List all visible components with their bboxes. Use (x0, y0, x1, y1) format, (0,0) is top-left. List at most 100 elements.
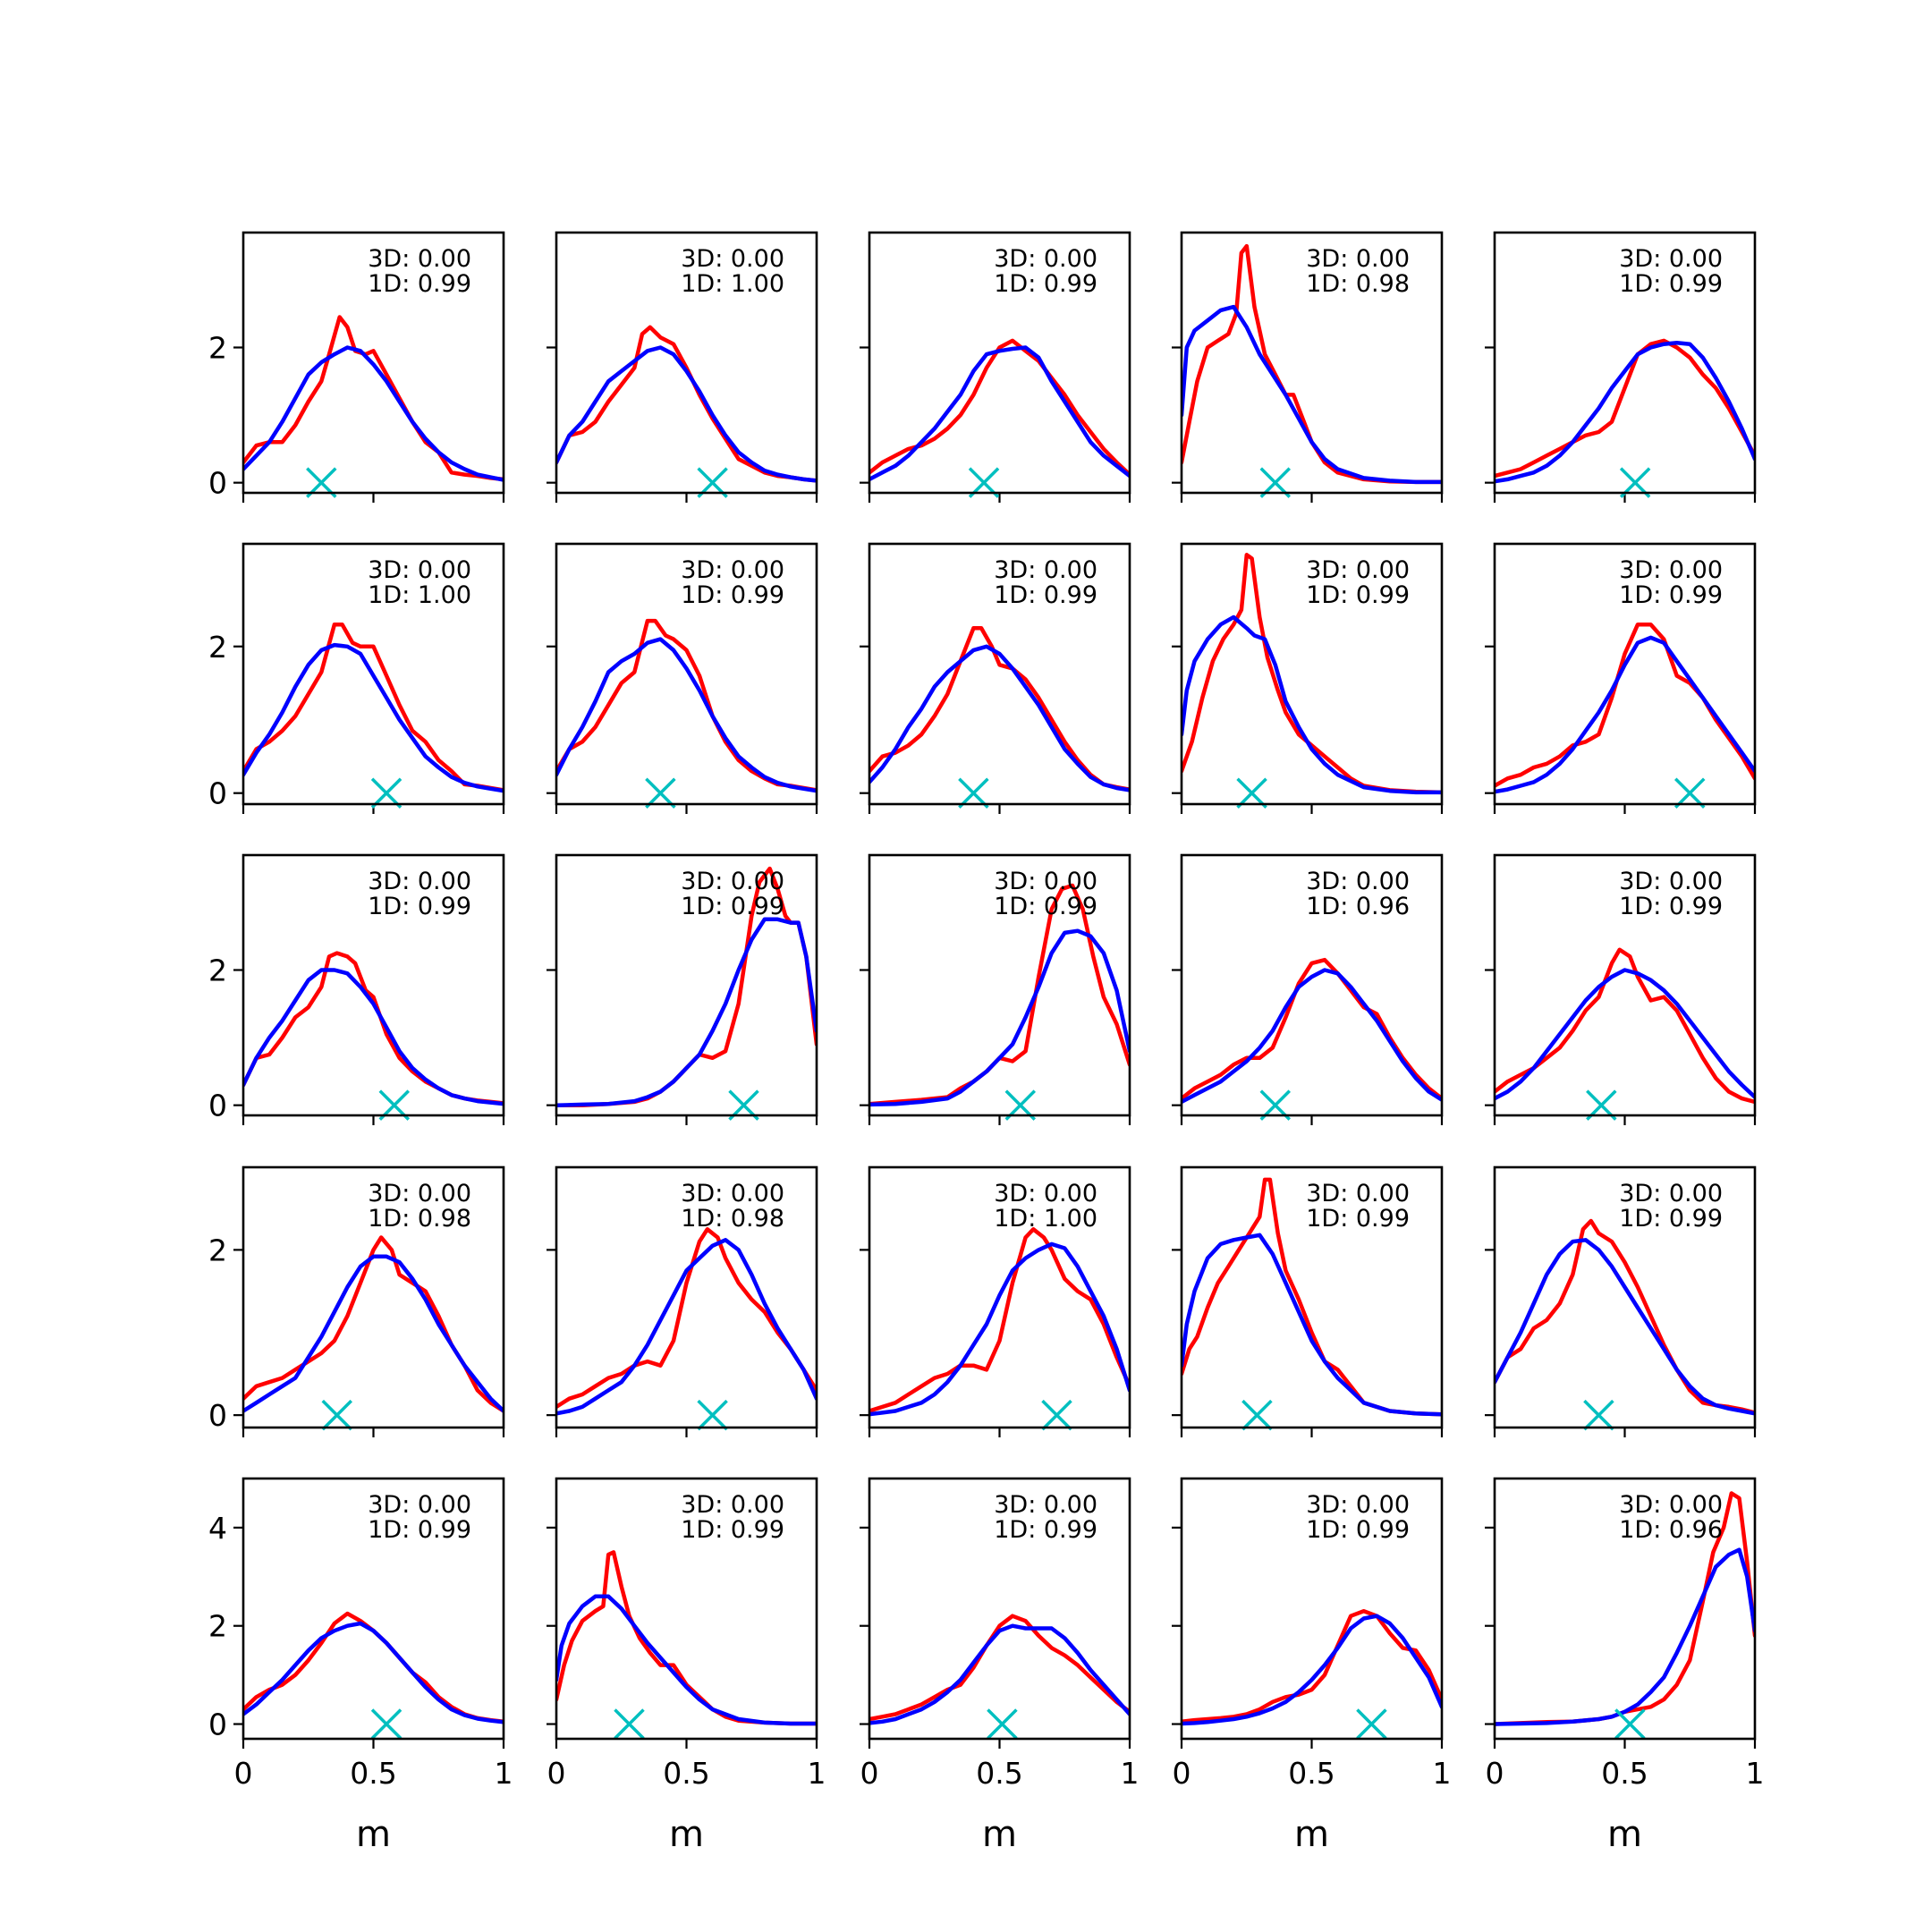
y-tick-label: 4 (208, 1511, 227, 1546)
annotation-text: 3D: 0.00 (994, 1491, 1097, 1519)
axes-frame (868, 231, 1131, 495)
axes-frame (1493, 1477, 1757, 1741)
axes-frame (868, 853, 1131, 1117)
series-line-blue (556, 637, 817, 793)
x-tick-label: 0.5 (350, 1756, 396, 1791)
series-line-blue (869, 345, 1130, 482)
annotation-text: 1D: 0.99 (994, 270, 1097, 298)
axes-frame (242, 231, 505, 495)
annotation-text: 3D: 0.00 (681, 1180, 784, 1208)
marker-x (697, 1399, 728, 1431)
x-axis-label: m (1607, 1814, 1642, 1855)
annotation-text: 1D: 0.99 (1619, 270, 1723, 298)
series-line-blue (1495, 635, 1755, 794)
annotation-text: 3D: 0.00 (994, 245, 1097, 273)
series-line-red (1182, 243, 1442, 485)
annotation-text: 1D: 0.99 (368, 1516, 471, 1544)
annotation-text: 3D: 0.00 (368, 245, 471, 273)
series-line-blue (869, 928, 1130, 1107)
x-tick-label: 0.5 (1288, 1756, 1335, 1791)
annotation-text: 3D: 0.00 (994, 556, 1097, 584)
y-tick-label: 2 (208, 1233, 227, 1267)
axes-frame (1180, 542, 1444, 806)
annotation-text: 1D: 0.99 (1306, 1205, 1410, 1233)
series-line-blue (1495, 1547, 1755, 1726)
series-line-blue (1495, 968, 1755, 1101)
annotation-text: 3D: 0.00 (681, 556, 784, 584)
y-tick-label: 0 (208, 1707, 227, 1742)
axes-frame (242, 1165, 505, 1429)
series-line-blue (1495, 340, 1755, 484)
y-tick-label: 0 (208, 776, 227, 811)
marker-x (1356, 1708, 1387, 1740)
series-line-red (556, 1550, 817, 1726)
axes-frame (1180, 231, 1444, 495)
annotation-text: 1D: 0.98 (1306, 270, 1410, 298)
axes-frame (868, 542, 1131, 806)
axes-frame (555, 1477, 818, 1741)
annotation-text: 3D: 0.00 (1306, 868, 1410, 895)
marker-x (1241, 1399, 1273, 1431)
x-axis-label: m (669, 1814, 704, 1855)
x-axis-label: m (982, 1814, 1017, 1855)
series-line-red (1495, 947, 1755, 1105)
x-tick-label: 0 (234, 1756, 253, 1791)
axes-frame (1493, 542, 1757, 806)
series-line-blue (869, 1623, 1130, 1725)
series-line-red (1495, 622, 1755, 788)
series-line-blue (556, 345, 817, 483)
annotation-text: 1D: 0.99 (681, 1516, 784, 1544)
series-line-red (869, 1614, 1130, 1722)
marker-x (1583, 1399, 1614, 1431)
annotation-text: 1D: 1.00 (681, 270, 784, 298)
series-line-blue (243, 1254, 504, 1413)
y-tick-label: 2 (208, 630, 227, 665)
axes-frame (242, 1477, 505, 1741)
series-line-blue (1495, 1238, 1755, 1416)
annotation-text: 3D: 0.00 (1619, 556, 1723, 584)
axes-frame (1493, 1165, 1757, 1429)
annotation-text: 3D: 0.00 (1306, 1491, 1410, 1519)
annotation-text: 3D: 0.00 (1619, 1180, 1723, 1208)
marker-x (1614, 1708, 1646, 1740)
x-tick-label: 0 (547, 1756, 566, 1791)
series-line-blue (1182, 614, 1442, 795)
marker-x (614, 1708, 645, 1740)
marker-x (321, 1399, 352, 1431)
marker-x (1674, 777, 1706, 809)
x-tick-label: 0.5 (1601, 1756, 1648, 1791)
axes-frame (555, 853, 818, 1117)
annotation-text: 1D: 0.99 (681, 581, 784, 609)
series-line-red (1495, 1218, 1755, 1415)
axes-frame (868, 1165, 1131, 1429)
annotation-text: 1D: 0.99 (681, 893, 784, 920)
x-tick-label: 0.5 (663, 1756, 709, 1791)
series-line-red (1182, 957, 1442, 1101)
series-line-blue (243, 1621, 504, 1724)
annotation-text: 1D: 0.98 (681, 1205, 784, 1233)
axes-frame (242, 853, 505, 1117)
series-line-red (1182, 1608, 1442, 1724)
series-line-red (556, 1227, 817, 1410)
annotation-text: 1D: 1.00 (368, 581, 471, 609)
annotation-text: 1D: 0.99 (994, 581, 1097, 609)
series-line-red (243, 622, 504, 792)
y-tick-label: 0 (208, 466, 227, 501)
annotation-text: 3D: 0.00 (1306, 1180, 1410, 1208)
annotation-text: 1D: 0.99 (1306, 1516, 1410, 1544)
series-line-blue (1182, 1233, 1442, 1417)
